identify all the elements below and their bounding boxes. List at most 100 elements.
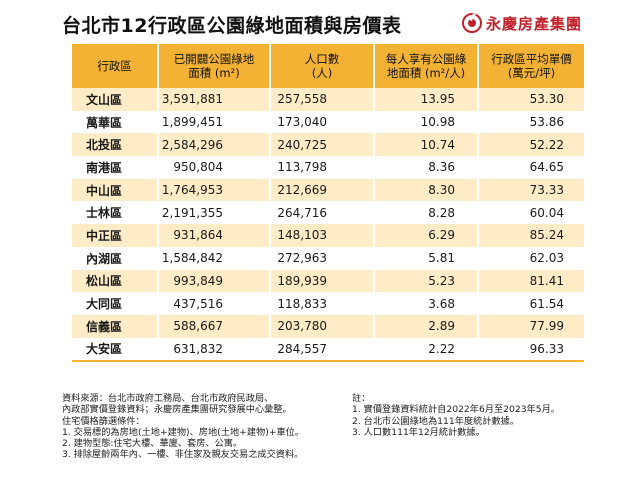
avg-price-cell: 60.04 (478, 201, 584, 225)
population-cell: 272,963 (270, 246, 375, 270)
district-cell: 大安區 (72, 337, 159, 361)
population-cell: 148,103 (270, 224, 375, 247)
title-bar: 台北市12行政區公園綠地面積與房價表 永慶房產集團 (62, 8, 582, 38)
brand: 永慶房產集團 (461, 12, 582, 34)
park-area-cell: 437,516 (158, 292, 271, 315)
district-cell: 內湖區 (72, 246, 159, 270)
footnote-line: 註： (352, 393, 371, 404)
district-cell: 大同區 (72, 292, 159, 315)
park-area-header-line: 已開闢公園綠地 (173, 52, 255, 66)
population-cell: 173,040 (270, 110, 375, 134)
park-per-capita-cell: 2.89 (374, 314, 479, 338)
park-area-cell: 631,832 (158, 337, 271, 361)
district-cell: 萬華區 (72, 110, 159, 134)
park-per-capita-header-line: 每人享有公園綠 (385, 52, 467, 66)
source-note-line: 內政部實價登錄資料；永慶房產集團研究發展中心彙整。 (62, 404, 292, 416)
park-area-cell: 1,899,451 (158, 110, 271, 134)
population-cell: 189,939 (270, 269, 375, 293)
table-body: 文山區 3,591,881 257,558 13.95 53.30 萬華區 1,899,45… (72, 88, 584, 361)
population-cell: 284,557 (270, 337, 375, 361)
avg-price-cell: 64.65 (478, 156, 584, 179)
table-row: 大安區 631,832 284,557 2.22 96.33 (72, 337, 584, 361)
park-area-cell: 1,764,953 (158, 178, 271, 202)
brand-name: 永慶房產集團 (485, 14, 582, 33)
park-area-cell: 931,864 (158, 224, 271, 247)
table-bottom-rule (72, 360, 584, 363)
avg-price-header-line: (萬元/坪) (507, 66, 556, 80)
park-area-price-table: 行政區 已開闢公園綠地 面積 (m²) 人口數 (人) 每人享有公園綠 地面積 (m²/人)… (72, 44, 584, 361)
table-row: 內湖區 1,584,842 272,963 5.81 62.03 (72, 246, 584, 270)
page-title: 台北市12行政區公園綠地面積與房價表 (62, 15, 402, 37)
district-cell: 中正區 (72, 224, 159, 247)
park-per-capita-cell: 5.81 (374, 246, 479, 270)
district-cell: 中山區 (72, 178, 159, 202)
population-cell: 212,669 (270, 178, 375, 202)
source-note-line: 3. 排除屋齡兩年內、一樓、非住家及親友交易之成交資料。 (62, 449, 304, 461)
avg-price-cell: 85.24 (478, 224, 584, 247)
park-area-cell: 2,584,296 (158, 133, 271, 157)
avg-price-header-line: 行政區平均單價 (491, 52, 572, 66)
park-per-capita-cell: 13.95 (374, 88, 479, 111)
footnote-line: 2. 台北市公園綠地為111年度統計數據。 (352, 415, 520, 427)
park-per-capita-header: 每人享有公園綠 地面積 (m²/人) (374, 44, 479, 88)
avg-price-cell: 96.33 (478, 337, 584, 361)
park-area-cell: 2,191,355 (158, 201, 271, 225)
park-area-cell: 993,849 (158, 269, 271, 293)
park-per-capita-cell: 8.28 (374, 201, 479, 225)
park-area-header-line: 面積 (m²) (188, 66, 240, 80)
table-row: 北投區 2,584,296 240,725 10.74 52.22 (72, 133, 584, 157)
park-per-capita-cell: 2.22 (374, 337, 479, 361)
table-row: 中山區 1,764,953 212,669 8.30 73.33 (72, 178, 584, 202)
district-cell: 南港區 (72, 156, 159, 179)
park-area-cell: 3,591,881 (158, 88, 271, 111)
footnote-line: 1. 實價登錄資料統計自2022年6月至2023年5月。 (352, 404, 560, 416)
table-row: 大同區 437,516 118,833 3.68 61.54 (72, 292, 584, 315)
park-per-capita-cell: 6.29 (374, 224, 479, 247)
district-header: 行政區 (72, 44, 159, 88)
district-cell: 士林區 (72, 201, 159, 225)
park-per-capita-cell: 3.68 (374, 292, 479, 315)
population-header-line: (人) (311, 66, 333, 80)
population-cell: 118,833 (270, 292, 375, 315)
park-per-capita-header-line: 地面積 (m²/人) (386, 66, 466, 80)
avg-price-header: 行政區平均單價 (萬元/坪) (478, 44, 584, 88)
park-per-capita-cell: 10.74 (374, 133, 479, 157)
park-area-cell: 950,804 (158, 156, 271, 179)
population-cell: 240,725 (270, 133, 375, 157)
population-cell: 264,716 (270, 201, 375, 225)
source-note-line: 資料來源：台北市政府工務局、台北市政府民政局、 (62, 393, 274, 404)
avg-price-cell: 81.41 (478, 269, 584, 293)
source-note-line: 1. 交易標的為房地(土地+建物)、房地(土地+建物)+車位。 (62, 426, 305, 438)
table-row: 萬華區 1,899,451 173,040 10.98 53.86 (72, 110, 584, 134)
table-row: 南港區 950,804 113,798 8.36 64.65 (72, 156, 584, 179)
park-area-header: 已開闢公園綠地 面積 (m²) (158, 44, 271, 88)
source-note-line: 住宅價格篩選條件： (62, 415, 145, 427)
data-table-container: 行政區 已開闢公園綠地 面積 (m²) 人口數 (人) 每人享有公園綠 地面積 (m²/人)… (72, 44, 584, 363)
avg-price-cell: 62.03 (478, 246, 584, 270)
population-cell: 257,558 (270, 88, 375, 111)
district-cell: 信義區 (72, 314, 159, 338)
avg-price-cell: 77.99 (478, 314, 584, 338)
source-note-line: 2. 建物型態:住宅大樓、華廈、套房、公寓。 (62, 438, 243, 450)
park-per-capita-cell: 10.98 (374, 110, 479, 134)
park-per-capita-cell: 5.23 (374, 269, 479, 293)
avg-price-cell: 52.22 (478, 133, 584, 157)
table-row: 文山區 3,591,881 257,558 13.95 53.30 (72, 88, 584, 111)
district-cell: 松山區 (72, 269, 159, 293)
population-cell: 113,798 (270, 156, 375, 179)
data-source-notes: 資料來源：台北市政府工務局、台北市政府民政局、 內政部實價登錄資料；永慶房產集團研… (62, 393, 352, 461)
table-header-row: 行政區 已開闢公園綠地 面積 (m²) 人口數 (人) 每人享有公園綠 地面積 (m²/人)… (72, 44, 584, 88)
district-cell: 北投區 (72, 133, 159, 157)
population-cell: 203,780 (270, 314, 375, 338)
avg-price-cell: 53.86 (478, 110, 584, 134)
population-header: 人口數 (人) (270, 44, 375, 88)
table-row: 士林區 2,191,355 264,716 8.28 60.04 (72, 201, 584, 225)
population-header-line: 人口數 (304, 52, 340, 66)
park-per-capita-cell: 8.30 (374, 178, 479, 202)
footnotes: 註： 1. 實價登錄資料統計自2022年6月至2023年5月。 2. 台北市公園綠地… (352, 393, 592, 438)
district-header-line: 行政區 (97, 59, 132, 73)
table-row: 中正區 931,864 148,103 6.29 85.24 (72, 224, 584, 247)
park-area-cell: 1,584,842 (158, 246, 271, 270)
footnote-line: 3. 人口數111年12月統計數據。 (352, 426, 485, 438)
avg-price-cell: 73.33 (478, 178, 584, 202)
